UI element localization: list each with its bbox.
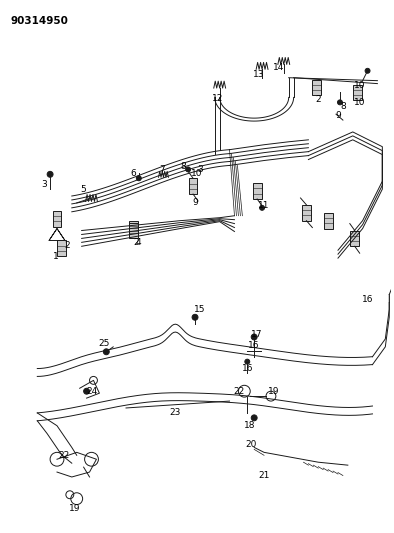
Circle shape — [47, 172, 53, 177]
Circle shape — [192, 314, 198, 320]
Text: 2: 2 — [316, 95, 321, 104]
Text: 25: 25 — [98, 340, 110, 349]
Text: 1: 1 — [53, 252, 59, 261]
Bar — [253, 183, 262, 199]
Text: 22: 22 — [58, 451, 69, 460]
Bar — [312, 79, 321, 95]
Bar — [189, 178, 197, 194]
Text: 17: 17 — [251, 329, 263, 338]
Text: 90314950: 90314950 — [11, 15, 69, 26]
Text: 24: 24 — [86, 387, 97, 395]
Text: 20: 20 — [245, 440, 257, 449]
Circle shape — [338, 100, 342, 105]
Bar — [302, 205, 311, 221]
Text: 23: 23 — [170, 408, 181, 417]
Text: 12: 12 — [212, 94, 223, 103]
Bar — [350, 230, 359, 246]
Text: 3: 3 — [197, 165, 203, 174]
Text: 9: 9 — [192, 198, 198, 207]
Text: 13: 13 — [253, 70, 265, 79]
Circle shape — [365, 68, 370, 73]
Bar — [52, 211, 61, 227]
Text: 10: 10 — [354, 81, 365, 90]
Circle shape — [245, 359, 250, 364]
Text: 9: 9 — [335, 111, 341, 120]
Text: 2: 2 — [133, 238, 139, 247]
Text: 15: 15 — [194, 305, 206, 314]
Circle shape — [84, 388, 89, 394]
Bar — [130, 221, 138, 237]
Bar — [353, 85, 362, 100]
Text: 16: 16 — [242, 364, 253, 373]
Circle shape — [260, 205, 264, 211]
Text: 10: 10 — [354, 98, 365, 107]
Circle shape — [186, 167, 191, 172]
Text: 21: 21 — [258, 471, 270, 480]
Text: 5: 5 — [81, 184, 87, 193]
Circle shape — [136, 176, 141, 181]
Text: 8: 8 — [180, 162, 186, 171]
Text: 18: 18 — [243, 421, 255, 430]
Circle shape — [103, 349, 109, 355]
Bar — [58, 240, 66, 256]
Text: 16: 16 — [249, 341, 260, 350]
Text: 22: 22 — [234, 387, 245, 395]
Text: 3: 3 — [41, 180, 47, 189]
Text: 7: 7 — [160, 165, 165, 174]
Text: 2: 2 — [64, 241, 70, 250]
Text: 4: 4 — [136, 238, 142, 247]
Text: 11: 11 — [258, 201, 270, 211]
Text: 19: 19 — [69, 504, 80, 513]
Circle shape — [251, 415, 257, 421]
Circle shape — [251, 334, 257, 340]
Text: 8: 8 — [340, 102, 346, 111]
Bar — [130, 223, 138, 238]
Text: 10: 10 — [191, 169, 203, 178]
Text: 16: 16 — [362, 295, 373, 304]
Text: 19: 19 — [268, 387, 280, 395]
Bar — [324, 213, 333, 229]
Text: 6: 6 — [130, 169, 136, 178]
Text: 14: 14 — [273, 63, 284, 72]
